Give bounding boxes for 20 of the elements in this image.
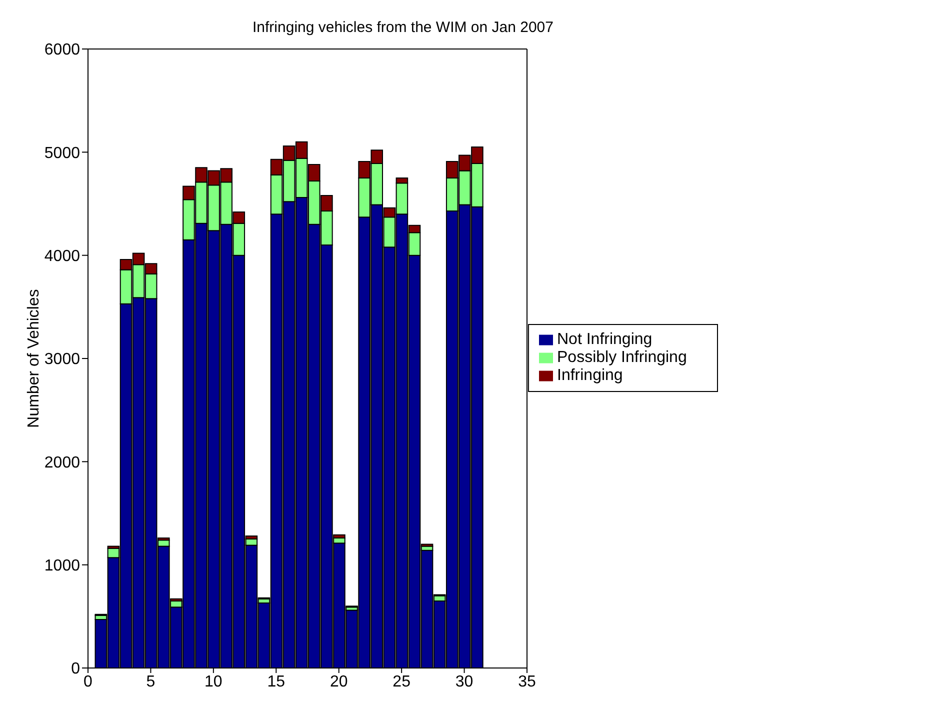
x-tick-label: 10: [204, 673, 222, 690]
x-tick-label: 5: [146, 673, 156, 690]
y-tick-label: 1000: [44, 558, 80, 575]
legend-label: Not Infringing: [557, 331, 652, 348]
y-tick-label: 0: [71, 660, 80, 678]
y-tick-label: 6000: [44, 42, 80, 59]
y-tick-label: 5000: [44, 144, 80, 162]
y-tick-label: 2000: [44, 454, 80, 472]
x-tick-label: 15: [267, 673, 286, 690]
x-tick-label: 35: [518, 673, 536, 690]
legend-label: Infringing: [557, 367, 623, 384]
x-tick-label: 0: [84, 673, 93, 690]
legend-label: Possibly Infringing: [557, 349, 687, 366]
chart-title: Infringing vehicles from the WIM on Jan 2007: [252, 19, 554, 36]
y-tick-label: 4000: [44, 248, 80, 266]
x-tick-label: 20: [330, 673, 348, 690]
x-tick-label: 25: [392, 673, 411, 690]
y-axis-title: Number of Vehicles: [26, 289, 43, 428]
y-tick-label: 3000: [44, 351, 80, 368]
x-tick-label: 30: [455, 673, 474, 690]
